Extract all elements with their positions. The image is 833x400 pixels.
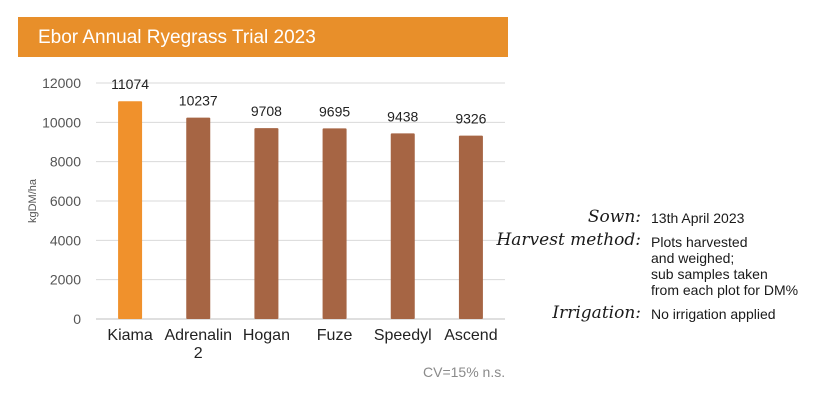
data-label: 9695 [319,103,350,119]
x-tick-label: Kiama [107,327,152,344]
sown-label: Sown: [587,207,641,227]
harvest-method-line-3: sub samples taken [651,266,768,282]
x-tick-label-line: Adrenalin [164,327,232,344]
y-tick-label: 12000 [42,75,81,91]
x-tick-label-line: 2 [194,345,203,362]
y-tick-label: 10000 [42,114,81,130]
harvest-method-line-2: and weighed; [651,250,735,266]
bar [254,128,279,319]
y-tick-label: 0 [73,311,81,327]
y-tick-label: 2000 [50,272,81,288]
chart-title-banner: Ebor Annual Ryegrass Trial 2023 [18,17,508,57]
bar [458,135,483,319]
sown-value: 13th April 2023 [651,210,745,226]
bar [118,101,143,319]
irrigation-label: Irrigation: [552,303,641,323]
harvest-method-label: Harvest method: [496,230,641,250]
data-label: 9326 [455,111,486,127]
y-tick-label: 8000 [50,154,81,170]
x-tick-label-line: Speedyl [374,327,432,344]
bar-chart: 0 2000 4000 6000 8000 10000 12000 kgDM/ha 11074 K… [27,75,505,362]
data-label: 9708 [251,103,282,119]
data-label: 9438 [387,108,418,124]
bar [186,117,211,319]
x-tick-label-line: Fuze [317,327,353,344]
x-tick-label: Ascend [444,327,497,344]
x-tick-label: Speedyl [374,327,432,344]
y-tick-label: 6000 [50,193,81,209]
data-label: 11074 [111,76,149,92]
harvest-method-line-4: from each plot for DM% [651,282,799,298]
y-axis-title: kgDM/ha [27,178,39,223]
x-tick-label: Adrenalin 2 [164,327,232,362]
x-tick-label-line: Ascend [444,327,497,344]
cv-annotation: CV=15% n.s. [423,364,506,380]
x-tick-label-line: Hogan [243,327,290,344]
x-tick-label-line: Kiama [107,327,152,344]
x-tick-label: Hogan [243,327,290,344]
irrigation-value: No irrigation applied [651,306,776,322]
bar [322,128,347,319]
harvest-method-line-1: Plots harvested [651,234,748,250]
chart-title: Ebor Annual Ryegrass Trial 2023 [38,27,316,48]
x-tick-label: Fuze [317,327,353,344]
data-label: 10237 [179,93,218,109]
bar [390,133,415,319]
y-tick-label: 4000 [50,232,81,248]
